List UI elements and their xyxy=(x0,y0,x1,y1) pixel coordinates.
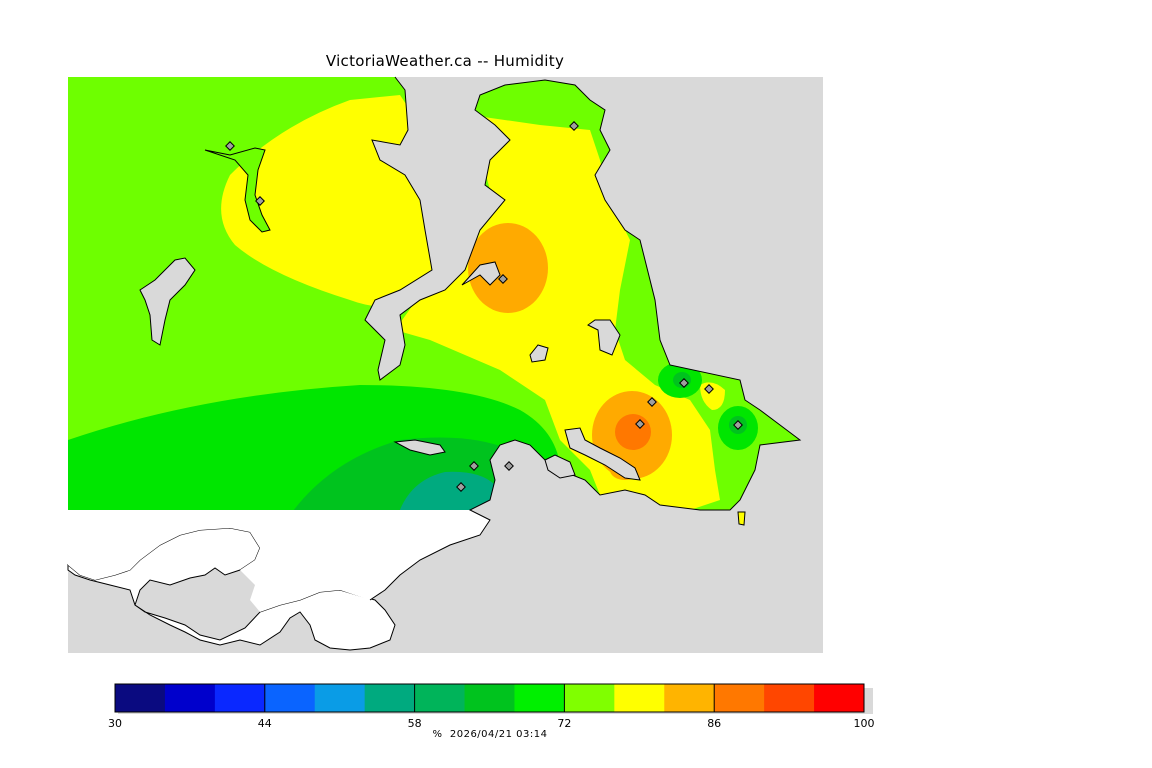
island-gulf-north xyxy=(204,147,271,233)
map-title: VictoriaWeather.ca -- Humidity xyxy=(325,52,565,70)
legend-swatch xyxy=(514,684,565,712)
legend-swatch xyxy=(664,684,715,712)
diamond-marker-icon[interactable] xyxy=(647,397,657,407)
legend-swatch xyxy=(614,684,665,712)
diamond-marker-icon[interactable] xyxy=(225,141,235,151)
diamond-marker-icon[interactable] xyxy=(504,461,514,471)
legend-frame xyxy=(114,683,865,713)
legend-swatch xyxy=(314,684,366,712)
lake-small xyxy=(529,344,549,363)
island-east-point xyxy=(737,511,746,526)
timestamp: 2026/04/21 03:14 xyxy=(449,729,548,740)
unit-label: % xyxy=(432,729,443,740)
legend-footer: % 2026/04/21 03:14 xyxy=(0,729,980,740)
island-west-channel xyxy=(544,454,576,479)
diamond-marker-icon[interactable] xyxy=(679,378,689,388)
legend-tick-label: 100 xyxy=(854,717,875,730)
inlet-saanich xyxy=(461,261,501,286)
legend-tick-label: 86 xyxy=(707,717,721,730)
uncovered-land-north xyxy=(68,510,490,612)
contour-light-green-east-coast xyxy=(620,240,660,360)
legend-swatch xyxy=(814,684,865,712)
diamond-marker-icon[interactable] xyxy=(569,121,579,131)
contour-orange-saanich xyxy=(468,223,548,313)
legend-swatch xyxy=(764,684,815,712)
legend-swatch xyxy=(214,684,266,712)
diamond-marker-icon[interactable] xyxy=(469,461,479,471)
legend-swatch xyxy=(414,684,466,712)
legend-swatch xyxy=(264,684,316,712)
diamond-marker-icon[interactable] xyxy=(704,384,714,394)
legend-tick-label: 58 xyxy=(408,717,422,730)
station-markers xyxy=(225,121,743,492)
legend-swatch xyxy=(564,684,615,712)
diamond-marker-icon[interactable] xyxy=(635,419,645,429)
legend-tick-label: 44 xyxy=(258,717,272,730)
coastline xyxy=(364,76,802,601)
legend-swatch xyxy=(714,684,765,712)
diamond-marker-icon[interactable] xyxy=(498,274,508,284)
legend-swatches xyxy=(115,684,865,712)
harbour-victoria xyxy=(564,427,641,481)
legend-tick-label: 30 xyxy=(108,717,122,730)
legend-swatch xyxy=(164,684,216,712)
lake-sooke xyxy=(393,439,446,456)
legend-swatch xyxy=(115,684,166,712)
diamond-marker-icon[interactable] xyxy=(733,420,743,430)
legend-tick-label: 72 xyxy=(557,717,571,730)
legend-swatch xyxy=(364,684,416,712)
diamond-marker-icon[interactable] xyxy=(255,196,265,206)
legend-ticks: 30 44 58 72 86 100 xyxy=(108,684,875,730)
diamond-marker-icon[interactable] xyxy=(456,482,466,492)
legend-swatch xyxy=(464,684,515,712)
island-gulf-west xyxy=(139,257,196,346)
lake-saanich xyxy=(587,319,621,356)
